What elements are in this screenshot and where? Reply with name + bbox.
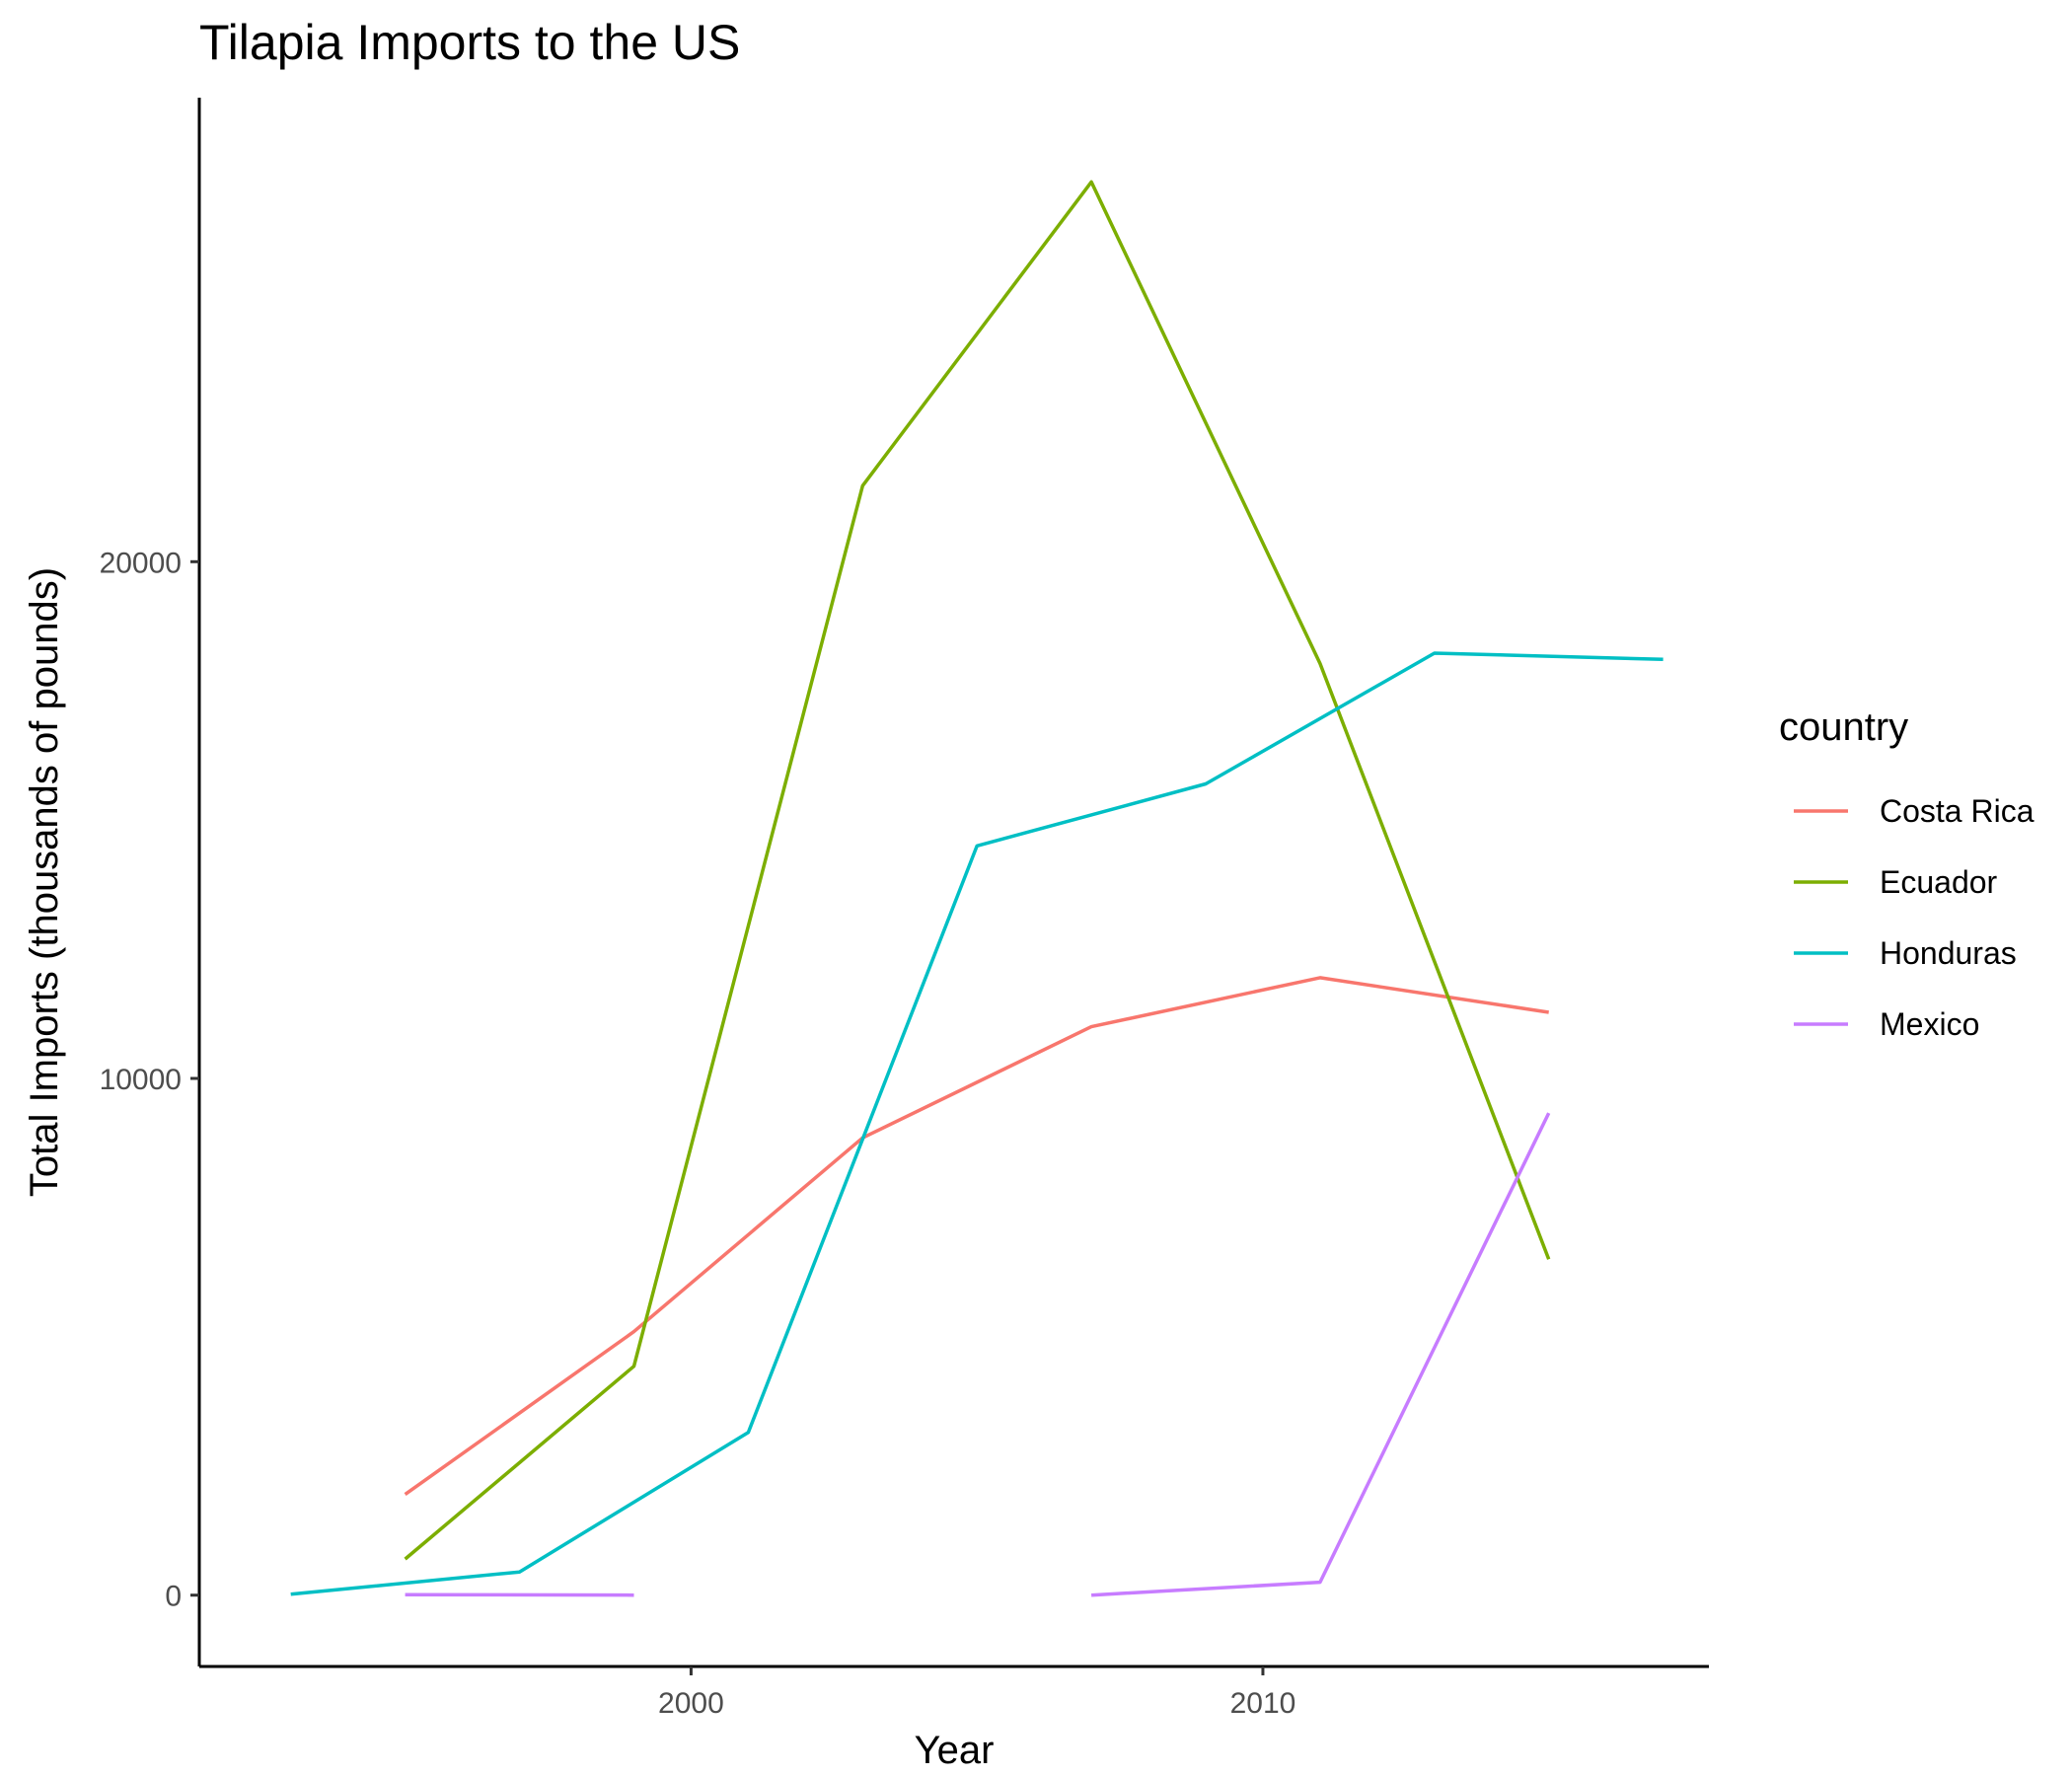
legend-title: country (1779, 705, 1908, 749)
legend-items: Costa Rica Ecuador Honduras Mexico (1794, 793, 2035, 1042)
x-tick-label-2010: 2010 (1230, 1687, 1296, 1720)
series-line-costa-rica (404, 976, 1549, 1497)
series-line-mexico-1 (405, 1592, 634, 1597)
series-line-honduras (290, 651, 1664, 1596)
y-tick-label-0: 0 (165, 1581, 182, 1613)
legend-label-mexico: Mexico (1880, 1006, 1979, 1042)
chart-title: Tilapia Imports to the US (199, 15, 740, 70)
legend-label-honduras: Honduras (1880, 935, 2017, 971)
series-line-ecuador (404, 180, 1551, 1561)
x-tick-label-2000: 2000 (658, 1687, 724, 1720)
plot-area (290, 180, 1664, 1597)
x-axis-ticks: 2000 2010 (658, 1666, 1295, 1720)
legend: country Costa Rica Ecuador Honduras Mexico (1779, 705, 2035, 1042)
x-axis-title: Year (915, 1729, 995, 1772)
legend-label-costa-rica: Costa Rica (1880, 793, 2035, 829)
y-tick-label-20000: 20000 (100, 547, 182, 579)
series-line-mexico-2 (1091, 1112, 1551, 1597)
y-axis-ticks: 0 10000 20000 (100, 547, 199, 1613)
y-axis-title: Total Imports (thousands of pounds) (23, 567, 66, 1197)
y-tick-label-10000: 10000 (100, 1064, 182, 1096)
legend-label-ecuador: Ecuador (1880, 864, 1998, 900)
